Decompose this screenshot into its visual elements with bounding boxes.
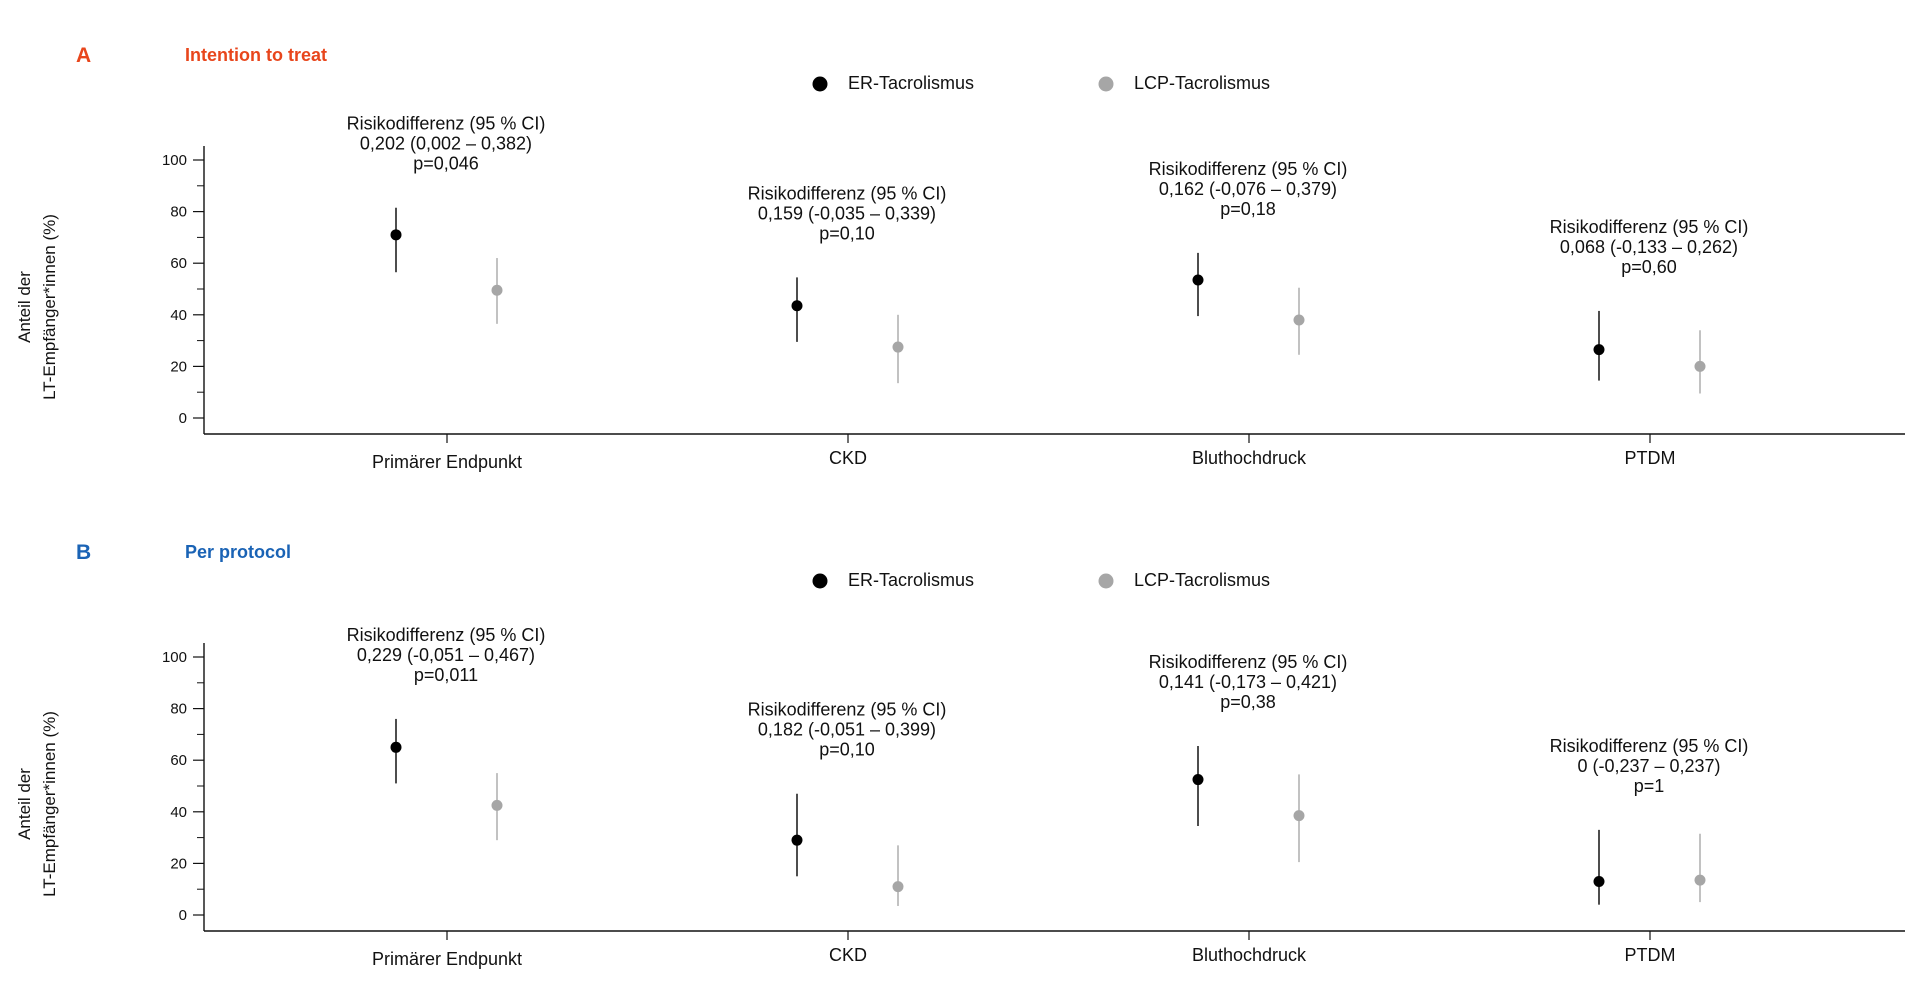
legend-marker-er [812, 573, 828, 589]
x-tick-label: Primärer Endpunkt [372, 452, 522, 472]
annotation-ci: 0,068 (-0,133 – 0,262) [1560, 237, 1738, 257]
annotation-ci: 0,141 (-0,173 – 0,421) [1159, 672, 1337, 692]
annotation-ci: 0,162 (-0,076 – 0,379) [1159, 179, 1337, 199]
annotation-ci: 0 (-0,237 – 0,237) [1577, 756, 1720, 776]
risk-difference-annotation: Risikodifferenz (95 % CI)0,229 (-0,051 –… [347, 625, 546, 685]
y-axis-label-line2: LT-Empfänger*innen (%) [40, 214, 59, 400]
annotation-pvalue: p=0,38 [1220, 692, 1276, 712]
x-tick-label: Bluthochdruck [1192, 448, 1307, 468]
data-point-er [1593, 875, 1605, 887]
data-point-lcp [892, 881, 904, 893]
data-point-er [1593, 344, 1605, 356]
y-axis-label: Anteil der LT-Empfänger*innen (%) [15, 214, 59, 400]
annotation-pvalue: p=0,011 [414, 665, 478, 685]
x-tick-label: CKD [829, 945, 867, 965]
data-point-er [1192, 774, 1204, 786]
legend-marker-lcp [1098, 573, 1114, 589]
annotation-ci: 0,159 (-0,035 – 0,339) [758, 203, 936, 223]
annotation-pvalue: p=0,046 [413, 154, 479, 174]
y-tick-label: 20 [170, 358, 187, 375]
annotation-pvalue: p=0,10 [819, 223, 875, 243]
data-point-lcp [491, 799, 503, 811]
y-tick-label: 80 [170, 701, 187, 718]
data-point-lcp [491, 284, 503, 296]
data-point-er [1192, 274, 1204, 286]
annotation-title: Risikodifferenz (95 % CI) [1550, 217, 1749, 237]
annotation-pvalue: p=0,60 [1621, 257, 1677, 277]
annotation-ci: 0,229 (-0,051 – 0,467) [357, 645, 535, 665]
legend-label-lcp: LCP-Tacrolismus [1134, 73, 1270, 93]
annotation-title: Risikodifferenz (95 % CI) [347, 114, 546, 134]
annotation-title: Risikodifferenz (95 % CI) [748, 183, 947, 203]
annotation-pvalue: p=0,10 [819, 740, 875, 760]
data-point-lcp [1694, 874, 1706, 886]
legend-label-er: ER-Tacrolismus [848, 73, 974, 93]
y-tick-label: 60 [170, 752, 187, 769]
y-axis-label-line1: Anteil der [15, 271, 34, 343]
y-tick-label: 20 [170, 855, 187, 872]
data-point-lcp [892, 341, 904, 353]
y-tick-label: 40 [170, 307, 187, 324]
chart-panel-a: A Intention to treat ER-Tacrolismus LCP-Tac… [15, 44, 1905, 472]
annotation-pvalue: p=0,18 [1220, 199, 1276, 219]
annotation-title: Risikodifferenz (95 % CI) [1149, 159, 1348, 179]
y-axis-label-line2: LT-Empfänger*innen (%) [40, 711, 59, 897]
x-tick-label: Bluthochdruck [1192, 945, 1307, 965]
risk-difference-annotation: Risikodifferenz (95 % CI)0 (-0,237 – 0,2… [1550, 736, 1749, 796]
risk-difference-annotation: Risikodifferenz (95 % CI)0,202 (0,002 – … [347, 114, 546, 174]
panel-letter: B [76, 541, 91, 564]
annotation-ci: 0,182 (-0,051 – 0,399) [758, 720, 936, 740]
data-point-lcp [1293, 314, 1305, 326]
y-tick-label: 100 [162, 649, 187, 666]
risk-difference-annotation: Risikodifferenz (95 % CI)0,159 (-0,035 –… [748, 183, 947, 243]
y-tick-label: 60 [170, 255, 187, 272]
y-axis-label: Anteil der LT-Empfänger*innen (%) [15, 711, 59, 897]
risk-difference-annotation: Risikodifferenz (95 % CI)0,068 (-0,133 –… [1550, 217, 1749, 277]
legend-label-lcp: LCP-Tacrolismus [1134, 570, 1270, 590]
y-axis-label-line1: Anteil der [15, 768, 34, 840]
annotation-title: Risikodifferenz (95 % CI) [347, 625, 546, 645]
risk-difference-annotation: Risikodifferenz (95 % CI)0,162 (-0,076 –… [1149, 159, 1348, 219]
annotation-title: Risikodifferenz (95 % CI) [748, 700, 947, 720]
panel-letter: A [76, 44, 91, 67]
panel-title: Per protocol [185, 542, 291, 562]
chart-panel-b: B Per protocol ER-Tacrolismus LCP-Tacrolism… [15, 541, 1905, 969]
annotation-ci: 0,202 (0,002 – 0,382) [360, 134, 532, 154]
data-point-er [791, 834, 803, 846]
annotation-title: Risikodifferenz (95 % CI) [1149, 652, 1348, 672]
y-tick-label: 80 [170, 204, 187, 221]
data-point-lcp [1293, 810, 1305, 822]
x-tick-label: Primärer Endpunkt [372, 949, 522, 969]
risk-difference-annotation: Risikodifferenz (95 % CI)0,141 (-0,173 –… [1149, 652, 1348, 712]
x-tick-label: CKD [829, 448, 867, 468]
y-tick-label: 40 [170, 804, 187, 821]
y-tick-label: 0 [179, 410, 187, 427]
annotation-title: Risikodifferenz (95 % CI) [1550, 736, 1749, 756]
data-point-lcp [1694, 360, 1706, 372]
legend-marker-er [812, 76, 828, 92]
data-point-er [791, 300, 803, 312]
data-point-er [390, 741, 402, 753]
legend-marker-lcp [1098, 76, 1114, 92]
data-point-er [390, 229, 402, 241]
x-tick-label: PTDM [1625, 945, 1676, 965]
legend-label-er: ER-Tacrolismus [848, 570, 974, 590]
panel-title: Intention to treat [185, 45, 327, 65]
risk-difference-annotation: Risikodifferenz (95 % CI)0,182 (-0,051 –… [748, 700, 947, 760]
annotation-pvalue: p=1 [1634, 776, 1665, 796]
y-tick-label: 0 [179, 907, 187, 924]
x-tick-label: PTDM [1625, 448, 1676, 468]
y-tick-label: 100 [162, 152, 187, 169]
